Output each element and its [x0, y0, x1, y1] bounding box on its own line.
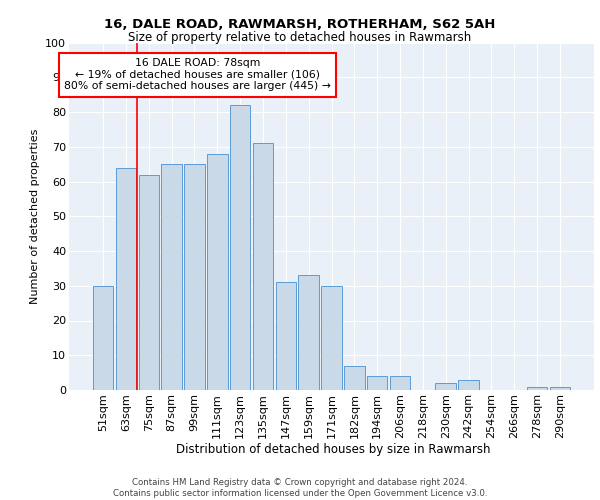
Bar	[93, 286, 113, 390]
Bar	[230, 105, 250, 390]
Bar	[367, 376, 388, 390]
Bar	[527, 386, 547, 390]
Bar	[550, 386, 570, 390]
Bar	[436, 383, 456, 390]
Bar	[161, 164, 182, 390]
Text: 16 DALE ROAD: 78sqm
← 19% of detached houses are smaller (106)
80% of semi-detac: 16 DALE ROAD: 78sqm ← 19% of detached ho…	[64, 58, 331, 92]
Bar	[344, 366, 365, 390]
Bar	[275, 282, 296, 390]
Text: 16, DALE ROAD, RAWMARSH, ROTHERHAM, S62 5AH: 16, DALE ROAD, RAWMARSH, ROTHERHAM, S62 …	[104, 18, 496, 30]
Bar	[139, 174, 159, 390]
Bar	[458, 380, 479, 390]
Bar	[184, 164, 205, 390]
Text: Distribution of detached houses by size in Rawmarsh: Distribution of detached houses by size …	[176, 442, 490, 456]
Bar	[321, 286, 342, 390]
Bar	[253, 144, 273, 390]
Bar	[207, 154, 227, 390]
Y-axis label: Number of detached properties: Number of detached properties	[29, 128, 40, 304]
Bar	[298, 276, 319, 390]
Bar	[390, 376, 410, 390]
Text: Size of property relative to detached houses in Rawmarsh: Size of property relative to detached ho…	[128, 31, 472, 44]
Text: Contains HM Land Registry data © Crown copyright and database right 2024.
Contai: Contains HM Land Registry data © Crown c…	[113, 478, 487, 498]
Bar	[116, 168, 136, 390]
